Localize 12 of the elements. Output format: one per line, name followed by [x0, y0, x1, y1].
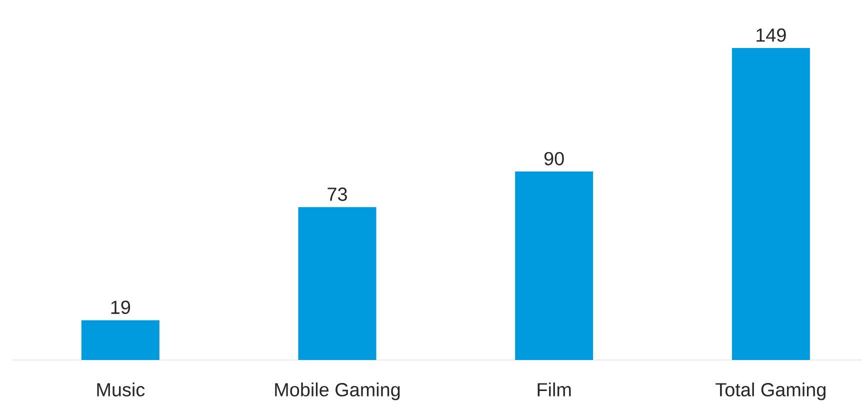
x-tick-label: Total Gaming	[716, 382, 826, 400]
data-label: 73	[328, 188, 347, 201]
x-tick-label: Mobile Gaming	[275, 382, 400, 400]
bar	[298, 207, 376, 360]
x-tick-label: Film	[538, 382, 571, 396]
data-label: 90	[544, 152, 564, 166]
data-label: 149	[756, 28, 786, 42]
bar	[515, 172, 594, 360]
bar	[732, 48, 810, 360]
bar	[81, 320, 160, 360]
x-tick-label: Music	[97, 382, 145, 396]
data-label: 19	[111, 300, 130, 314]
